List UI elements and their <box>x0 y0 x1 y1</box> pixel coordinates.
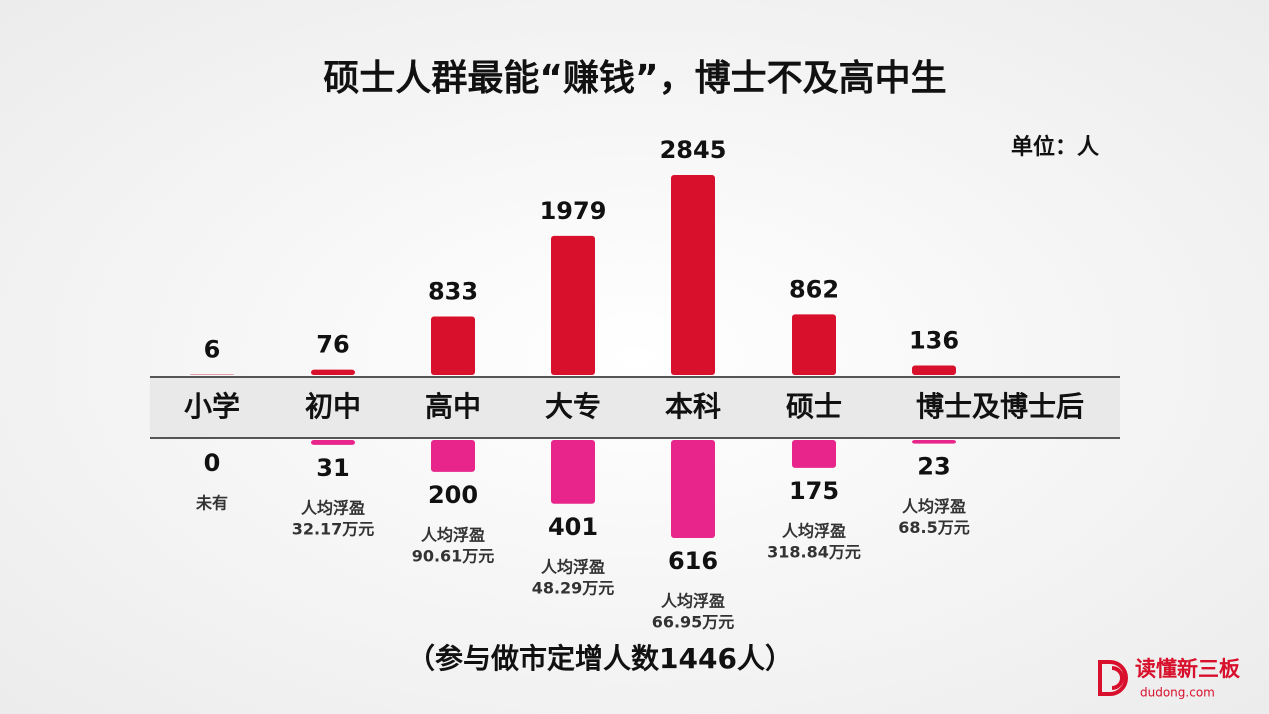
bar <box>551 235 595 375</box>
logo: 读懂新三板 dudong.com <box>1098 657 1241 700</box>
footnote: （参与做市定增人数1446人） <box>407 642 793 675</box>
annotation: 68.5万元 <box>898 518 969 537</box>
value-label: 616 <box>668 547 718 575</box>
annotation: 66.95万元 <box>652 613 735 632</box>
annotation: 人均浮盈 <box>421 525 485 544</box>
annotation: 90.61万元 <box>412 546 495 565</box>
chart-title: 硕士人群最能“赚钱”，博士不及高中生 <box>323 58 946 99</box>
category-label: 本科 <box>665 390 721 423</box>
annotation: 48.29万元 <box>532 578 615 597</box>
logo-icon <box>1098 660 1128 696</box>
annotation: 人均浮盈 <box>902 497 966 516</box>
category-label: 硕士 <box>786 390 842 423</box>
bar <box>671 440 715 538</box>
bar <box>431 316 475 375</box>
category-label: 初中 <box>305 390 361 423</box>
value-label: 6 <box>204 336 221 364</box>
bar <box>671 175 715 375</box>
annotation: 未有 <box>195 494 228 513</box>
value-label: 136 <box>909 326 959 354</box>
bar <box>311 369 355 375</box>
value-label: 1979 <box>540 197 607 225</box>
value-label: 2845 <box>660 136 727 164</box>
value-label: 76 <box>316 331 349 359</box>
unit-label: 单位：人 <box>1011 134 1099 160</box>
annotation: 318.84万元 <box>767 542 861 561</box>
annotation: 32.17万元 <box>292 519 375 538</box>
category-label: 高中 <box>425 390 481 423</box>
annotation: 人均浮盈 <box>301 498 365 517</box>
category-label: 小学 <box>184 390 240 423</box>
bar <box>792 440 836 468</box>
value-label: 862 <box>789 275 839 303</box>
category-label: 博士及博士后 <box>916 390 1084 423</box>
bar <box>311 440 355 445</box>
value-label: 23 <box>917 453 950 481</box>
category-band <box>150 377 1120 438</box>
logo-url: dudong.com <box>1140 686 1215 700</box>
bar <box>912 365 956 375</box>
category-label: 大专 <box>545 390 601 423</box>
value-label: 200 <box>428 481 478 509</box>
bar <box>551 440 595 504</box>
value-label: 175 <box>789 477 839 505</box>
annotation: 人均浮盈 <box>541 557 605 576</box>
annotation: 人均浮盈 <box>661 592 725 611</box>
bar <box>912 440 956 444</box>
value-label: 401 <box>548 513 598 541</box>
logo-name: 读懂新三板 <box>1135 657 1241 681</box>
value-label: 31 <box>316 454 349 482</box>
bar <box>431 440 475 472</box>
value-label: 0 <box>204 449 221 477</box>
value-label: 833 <box>428 277 478 305</box>
annotation: 人均浮盈 <box>782 521 846 540</box>
bar <box>792 314 836 375</box>
